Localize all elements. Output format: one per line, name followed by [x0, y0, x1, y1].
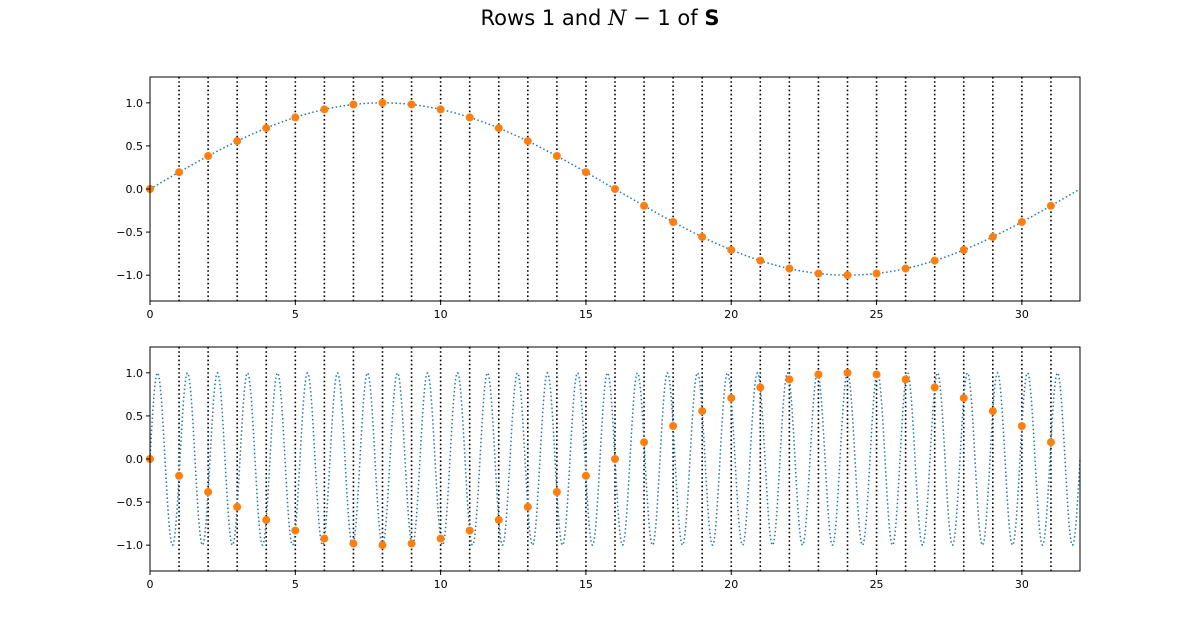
top-point-20: [727, 245, 736, 254]
bottom-point-14: [552, 487, 561, 496]
top-point-28: [959, 245, 968, 254]
bottom-point-7: [349, 539, 358, 548]
top-point-19: [698, 232, 707, 241]
bottom-ytick-label-1: 0.5: [126, 410, 144, 423]
top-xtick-label-5: 25: [870, 308, 884, 321]
bottom-xtick-label-2: 10: [434, 578, 448, 591]
top-xtick-label-1: 5: [292, 308, 299, 321]
bottom-ytick-label-4: −1.0: [116, 539, 143, 552]
bottom-point-10: [436, 534, 445, 543]
bottom-point-4: [262, 515, 271, 524]
top-xtick-label-6: 30: [1015, 308, 1029, 321]
bottom-point-30: [1017, 422, 1026, 431]
top-point-14: [552, 152, 561, 161]
top-ytick-label-2: 0.0: [126, 183, 144, 196]
title-prefix: Rows 1 and: [480, 6, 609, 30]
top-point-24: [843, 271, 852, 280]
bottom-point-13: [523, 502, 532, 511]
bottom-xtick-label-5: 25: [870, 578, 884, 591]
top-ytick-label-4: −1.0: [116, 269, 143, 282]
top-point-1: [175, 168, 184, 177]
bottom-point-22: [785, 375, 794, 384]
top-point-9: [407, 100, 416, 109]
top-point-4: [262, 124, 271, 133]
top-ytick-label-3: −0.5: [116, 226, 143, 239]
bottom-ytick-label-0: 1.0: [126, 367, 144, 380]
bottom-point-8: [378, 541, 387, 550]
bottom-point-6: [320, 534, 329, 543]
bottom-point-2: [204, 487, 213, 496]
top-point-10: [436, 105, 445, 114]
bottom-ytick-label-3: −0.5: [116, 496, 143, 509]
bottom-point-27: [930, 383, 939, 392]
bottom-point-3: [233, 502, 242, 511]
bottom-point-18: [669, 422, 678, 431]
top-point-3: [233, 137, 242, 146]
top-point-8: [378, 98, 387, 107]
title-bold-var: S: [704, 6, 720, 30]
top-point-29: [988, 232, 997, 241]
bottom-point-24: [843, 368, 852, 377]
title-math-op: − 1: [626, 6, 671, 30]
bottom-point-28: [959, 394, 968, 403]
top-xtick-label-0: 0: [147, 308, 154, 321]
subplot-top: 0 5 10 15 20 25 30 1.0 0.5 0.0 −0.5 −1.0: [116, 76, 1081, 321]
top-point-31: [1046, 201, 1055, 210]
bottom-point-29: [988, 407, 997, 416]
bottom-point-31: [1046, 438, 1055, 447]
bottom-point-5: [291, 526, 300, 535]
top-point-27: [930, 256, 939, 265]
top-point-5: [291, 113, 300, 122]
top-xtick-label-4: 20: [724, 308, 738, 321]
bottom-xtick-label-6: 30: [1015, 578, 1029, 591]
bottom-point-11: [465, 526, 474, 535]
top-point-7: [349, 100, 358, 109]
top-point-23: [814, 269, 823, 278]
bottom-point-9: [407, 539, 416, 548]
top-point-2: [204, 152, 213, 161]
top-point-16: [611, 185, 619, 193]
top-ytick-label-0: 1.0: [126, 97, 144, 110]
bottom-point-1: [175, 471, 184, 480]
bottom-point-12: [494, 515, 503, 524]
top-point-30: [1017, 217, 1026, 226]
top-point-13: [523, 137, 532, 146]
top-point-6: [320, 105, 329, 114]
top-point-12: [494, 124, 503, 133]
bottom-ytick-label-2: 0.0: [126, 453, 144, 466]
top-point-17: [640, 201, 649, 210]
bottom-xtick-label-4: 20: [724, 578, 738, 591]
top-point-25: [872, 269, 881, 278]
top-xtick-label-3: 15: [579, 308, 593, 321]
bottom-point-23: [814, 370, 823, 379]
bottom-point-16: [611, 455, 619, 463]
bottom-point-21: [756, 383, 765, 392]
bottom-point-25: [872, 370, 881, 379]
top-point-11: [465, 113, 474, 122]
subplot-bottom: 0 5 10 15 20 25 30 1.0 0.5 0.0 −0.5 −1.0: [116, 346, 1081, 591]
top-point-15: [581, 168, 590, 177]
bottom-xtick-label-0: 0: [147, 578, 154, 591]
bottom-point-19: [698, 407, 707, 416]
bottom-xtick-label-1: 5: [292, 578, 299, 591]
top-point-21: [756, 256, 765, 265]
figure-title: Rows 1 and N − 1 of S: [0, 6, 1200, 30]
bottom-point-15: [581, 471, 590, 480]
title-middle: of: [670, 6, 705, 30]
top-series-curve: [149, 102, 1081, 276]
top-point-18: [669, 217, 678, 226]
bottom-point-17: [640, 438, 649, 447]
top-point-22: [785, 264, 794, 273]
top-point-26: [901, 264, 910, 273]
top-ytick-label-1: 0.5: [126, 140, 144, 153]
bottom-xtick-label-3: 15: [579, 578, 593, 591]
top-xtick-label-2: 10: [434, 308, 448, 321]
bottom-point-20: [727, 394, 736, 403]
title-math-var: N: [608, 6, 627, 30]
bottom-point-26: [901, 375, 910, 384]
